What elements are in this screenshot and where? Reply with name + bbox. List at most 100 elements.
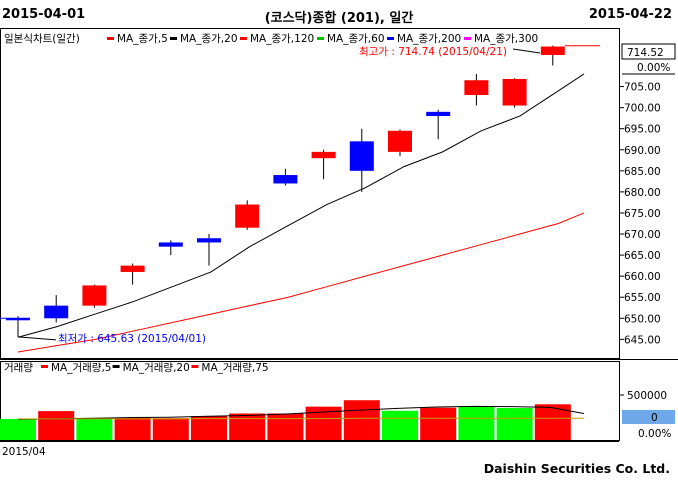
price-tick-label: 670.00 <box>624 229 661 241</box>
candle-body <box>158 242 183 247</box>
volume-bar <box>38 411 75 440</box>
candle <box>44 295 69 323</box>
candle-body <box>197 238 221 243</box>
candle <box>82 284 107 308</box>
volume-bar <box>267 413 304 440</box>
legend-item: 거래량 <box>4 362 33 374</box>
volume-bar <box>496 408 533 440</box>
ma5-line <box>17 73 585 338</box>
last-price-label: 714.52 <box>627 47 664 59</box>
candle-body <box>6 318 30 321</box>
low-arrow <box>17 336 57 341</box>
volume-ma5-line <box>17 405 585 420</box>
volume-bar <box>343 400 380 440</box>
candle-body <box>464 80 489 95</box>
candle <box>540 45 565 66</box>
price-change-pct: 0.00% <box>637 62 670 74</box>
candle-body <box>44 305 69 319</box>
candle-body <box>311 151 336 159</box>
price-tick-label: 690.00 <box>624 145 661 157</box>
volume-bar <box>191 416 227 440</box>
legend-item: MA_종가,5 <box>117 33 168 45</box>
legend-swatch <box>387 37 394 40</box>
volume-last-value: 0 <box>651 412 658 424</box>
legend-swatch <box>317 37 324 40</box>
candle-body <box>388 130 412 152</box>
company-footer: Daishin Securities Co. Ltd. <box>483 461 670 476</box>
candle <box>502 78 527 108</box>
price-tick-label: 655.00 <box>624 292 661 304</box>
price-tick-label: 660.00 <box>624 271 661 283</box>
volume-bar <box>0 418 36 440</box>
legend-item: MA_종가,120 <box>250 33 314 45</box>
legend-item: MA_종가,200 <box>397 33 461 45</box>
legend-item: MA_거래량,20 <box>123 362 190 374</box>
price-tick-label: 650.00 <box>624 313 661 325</box>
volume-bar <box>152 418 189 440</box>
legend-swatch <box>41 365 48 368</box>
chart-header: 2015-04-01 (코스닥)종합 (201), 일간 2015-04-22 <box>0 0 678 28</box>
price-axis: 705.00 700.00 695.00 690.00 685.00 680.00 675.… <box>619 82 661 346</box>
candle <box>197 234 221 266</box>
volume-bar <box>382 410 418 440</box>
candle <box>6 316 30 337</box>
candle-body <box>426 111 451 117</box>
volume-bar <box>114 417 151 440</box>
start-date: 2015-04-01 <box>2 7 86 22</box>
candle-body <box>235 204 260 228</box>
legend-item: MA_거래량,5 <box>51 362 112 374</box>
volume-panel-frame <box>0 361 620 441</box>
legend-item: MA_거래량,75 <box>201 362 268 374</box>
legend-item: MA_종가,20 <box>180 33 238 45</box>
volume-bar <box>458 407 495 440</box>
volume-bar <box>420 407 457 440</box>
volume-badge <box>622 410 675 424</box>
price-tick-label: 665.00 <box>624 250 661 262</box>
candle <box>273 168 298 186</box>
candle <box>388 129 412 157</box>
ma20-line <box>17 212 585 353</box>
volume-ma20-line <box>18 417 584 420</box>
price-tick-label: 685.00 <box>624 166 661 178</box>
legend-swatch <box>191 365 199 368</box>
price-tick-label: 695.00 <box>624 124 661 136</box>
candle <box>464 73 489 106</box>
legend-swatch <box>107 37 114 40</box>
price-tick-label: 705.00 <box>624 82 661 94</box>
price-tick-label: 700.00 <box>624 103 661 115</box>
candle-body <box>349 141 374 171</box>
price-panel-frame <box>0 28 620 359</box>
last-price-frame <box>621 43 676 60</box>
volume-tick-label: 500000 <box>627 390 667 402</box>
low-annotation: 최저가 : 645.63 (2015/04/01) <box>58 333 206 345</box>
candle <box>349 128 374 192</box>
volume-bar <box>76 417 113 440</box>
price-tick-label: 645.00 <box>624 334 661 346</box>
last-price-box: 714.52 0.00% <box>621 43 676 75</box>
volume-axis: 500000 0 0.00% <box>619 390 675 440</box>
candle <box>120 263 145 285</box>
candle-body <box>82 285 107 306</box>
candle-body <box>540 46 565 55</box>
candle-body <box>273 175 298 184</box>
volume-bar <box>229 413 266 440</box>
high-arrow <box>512 48 541 54</box>
candle <box>158 240 183 256</box>
candle <box>426 109 451 140</box>
x-axis-month-label: 2015/04 <box>2 446 46 458</box>
volume-legend: 거래량 MA_거래량,5 MA_거래량,20 MA_거래량,75 <box>4 362 269 374</box>
candle-body <box>502 78 527 106</box>
legend-item: MA_종가,60 <box>327 33 385 45</box>
legend-item: MA_종가,300 <box>474 33 538 45</box>
high-annotation: 최고가 : 714.74 (2015/04/21) <box>359 46 507 58</box>
candle-body <box>120 265 145 272</box>
legend-swatch <box>240 37 247 40</box>
price-legend: 일본식차트(일간) MA_종가,5 MA_종가,20 MA_종가,120 MA_종가,6… <box>4 32 538 45</box>
legend-swatch <box>464 37 471 40</box>
price-tick-label: 675.00 <box>624 208 661 220</box>
legend-swatch <box>112 365 120 368</box>
end-date: 2015-04-22 <box>588 7 672 22</box>
chart-title[interactable]: (코스닥)종합 (201), 일간 <box>264 11 414 26</box>
candle <box>235 200 260 230</box>
